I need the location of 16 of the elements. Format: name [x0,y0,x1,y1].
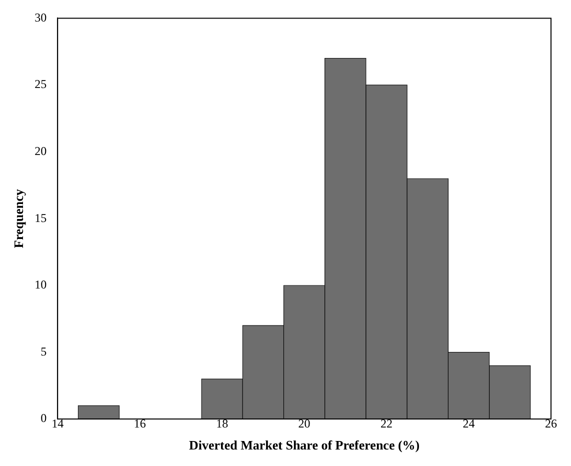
x-tick-label: 24 [462,416,475,430]
y-tick-label: 25 [34,77,47,92]
x-tick-label: 20 [298,416,310,430]
x-axis-title: Diverted Market Share of Preference (%) [188,438,420,453]
x-tick-label: 22 [380,416,393,430]
y-tick-label: 0 [40,411,47,426]
y-axis-title: Frequency [11,188,26,248]
y-tick-label: 5 [40,344,47,358]
x-tick-label: 14 [52,416,64,430]
y-tick-label: 20 [34,144,47,158]
y-tick-label: 30 [34,10,47,24]
y-tick-label: 15 [34,210,47,225]
y-tick-label: 10 [34,278,47,292]
x-tick-label: 16 [134,416,146,430]
x-tick-label: 26 [545,416,557,430]
x-tick-label: 18 [216,416,228,430]
